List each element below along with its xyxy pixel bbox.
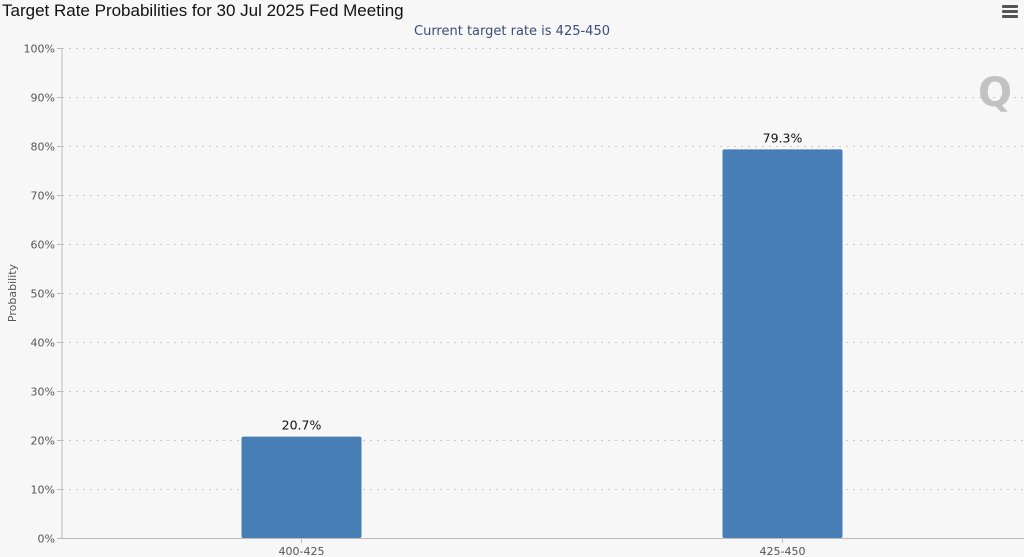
y-tick-label: 70% xyxy=(31,190,55,203)
y-tick-label: 40% xyxy=(31,337,55,350)
chart-title: Target Rate Probabilities for 30 Jul 202… xyxy=(2,1,404,20)
y-tick-label: 80% xyxy=(31,141,55,154)
y-tick-label: 10% xyxy=(31,484,55,497)
chart-subtitle: Current target rate is 425-450 xyxy=(414,24,610,39)
y-tick-label: 100% xyxy=(24,43,55,56)
y-tick-label: 20% xyxy=(31,435,55,448)
y-axis-label: Probability xyxy=(6,263,19,322)
y-tick-label: 30% xyxy=(31,386,55,399)
bar-425-450 xyxy=(722,149,843,538)
y-tick-label: 0% xyxy=(38,533,55,546)
data-label: 20.7% xyxy=(282,418,322,433)
y-tick-label: 60% xyxy=(31,239,55,252)
bar-400-425 xyxy=(241,436,362,538)
y-tick-label: 50% xyxy=(31,288,55,301)
hamburger-menu-icon[interactable] xyxy=(1002,5,1018,19)
y-tick-label: 90% xyxy=(31,92,55,105)
x-tick-label: 400-425 xyxy=(279,545,325,557)
logo-watermark: Q xyxy=(978,70,1013,116)
data-label: 79.3% xyxy=(763,130,803,145)
x-tick-label: 425-450 xyxy=(760,545,806,557)
